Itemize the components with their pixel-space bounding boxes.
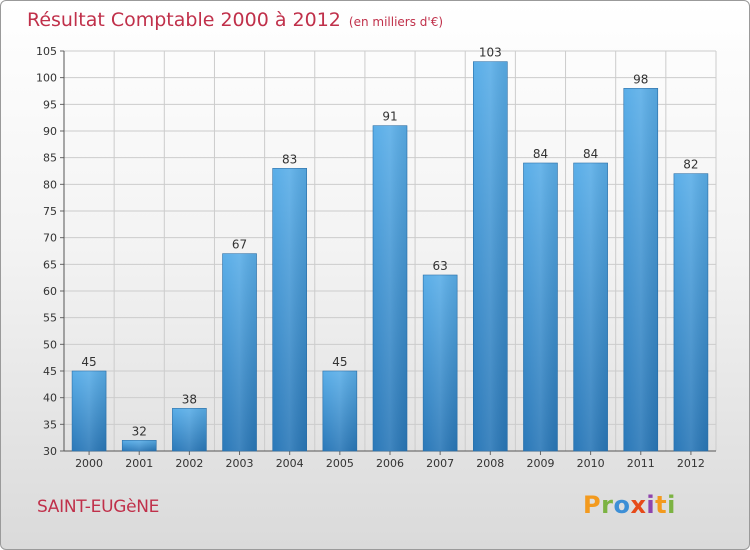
bar-shine-2005 bbox=[322, 371, 357, 451]
x-tick-label: 2000 bbox=[75, 457, 103, 470]
bar-shine-2001 bbox=[122, 440, 157, 451]
chart-title: Résultat Comptable 2000 à 2012 bbox=[27, 9, 341, 31]
bar-shine-2000 bbox=[72, 371, 107, 451]
chart-subtitle: (en milliers d'€) bbox=[348, 15, 444, 29]
logo-letter: t bbox=[655, 491, 668, 519]
x-tick-label: 2005 bbox=[326, 457, 354, 470]
title-row: Résultat Comptable 2000 à 2012 (en millie… bbox=[27, 9, 443, 31]
x-tick-label: 2011 bbox=[627, 457, 655, 470]
data-label-2001: 32 bbox=[132, 424, 147, 438]
y-tick-label: 90 bbox=[43, 125, 57, 138]
logo-letter: o bbox=[613, 491, 631, 519]
data-label-2012: 82 bbox=[683, 158, 698, 172]
y-tick-label: 60 bbox=[43, 285, 57, 298]
bar-shine-2012 bbox=[673, 173, 708, 451]
y-tick-label: 70 bbox=[43, 232, 57, 245]
x-tick-label: 2004 bbox=[276, 457, 304, 470]
y-tick-label: 80 bbox=[43, 178, 57, 191]
bar-shine-2009 bbox=[523, 163, 558, 451]
logo-letter: x bbox=[630, 491, 647, 519]
data-label-2011: 98 bbox=[633, 72, 648, 86]
x-tick-label: 2010 bbox=[577, 457, 605, 470]
data-label-2010: 84 bbox=[583, 147, 598, 161]
y-tick-label: 40 bbox=[43, 392, 57, 405]
y-tick-label: 55 bbox=[43, 312, 57, 325]
bar-shine-2006 bbox=[373, 125, 407, 452]
y-tick-label: 95 bbox=[43, 98, 57, 111]
data-label-2009: 84 bbox=[533, 147, 548, 161]
x-tick-label: 2007 bbox=[426, 457, 454, 470]
x-tick-label: 2009 bbox=[526, 457, 554, 470]
bar-shine-2002 bbox=[172, 408, 207, 451]
y-tick-label: 75 bbox=[43, 205, 57, 218]
data-label-2000: 45 bbox=[81, 355, 96, 369]
data-label-2002: 38 bbox=[182, 392, 197, 406]
y-tick-label: 35 bbox=[43, 418, 57, 431]
bar-shine-2003 bbox=[222, 253, 257, 451]
y-tick-label: 45 bbox=[43, 365, 57, 378]
data-label-2007: 63 bbox=[433, 259, 448, 273]
data-label-2006: 91 bbox=[382, 110, 397, 124]
bar-shine-2011 bbox=[623, 88, 658, 451]
x-tick-label: 2008 bbox=[476, 457, 504, 470]
bar-shine-2010 bbox=[573, 163, 608, 451]
bar-shine-2004 bbox=[272, 168, 307, 452]
proxiti-logo: Proxiti bbox=[583, 491, 676, 519]
logo-letter: r bbox=[601, 491, 614, 519]
y-tick-label: 50 bbox=[43, 338, 57, 351]
y-tick-label: 30 bbox=[43, 445, 57, 458]
x-tick-label: 2003 bbox=[226, 457, 254, 470]
commune-name: SAINT-EUGèNE bbox=[37, 497, 160, 517]
bar-shine-2007 bbox=[423, 275, 458, 451]
logo-letter: P bbox=[583, 491, 602, 519]
y-tick-label: 105 bbox=[36, 45, 57, 58]
logo-letter: i bbox=[667, 491, 676, 519]
x-tick-label: 2001 bbox=[125, 457, 153, 470]
x-tick-label: 2006 bbox=[376, 457, 404, 470]
y-tick-label: 100 bbox=[36, 72, 57, 85]
data-label-2003: 67 bbox=[232, 238, 247, 252]
x-tick-label: 2012 bbox=[677, 457, 705, 470]
logo-letter: i bbox=[646, 491, 656, 519]
x-tick-label: 2002 bbox=[175, 457, 203, 470]
data-label-2005: 45 bbox=[332, 355, 347, 369]
data-label-2008: 103 bbox=[479, 46, 502, 60]
y-tick-label: 85 bbox=[43, 152, 57, 165]
y-tick-label: 65 bbox=[43, 258, 57, 271]
bar-shine-2008 bbox=[473, 61, 508, 452]
data-label-2004: 83 bbox=[282, 152, 297, 166]
